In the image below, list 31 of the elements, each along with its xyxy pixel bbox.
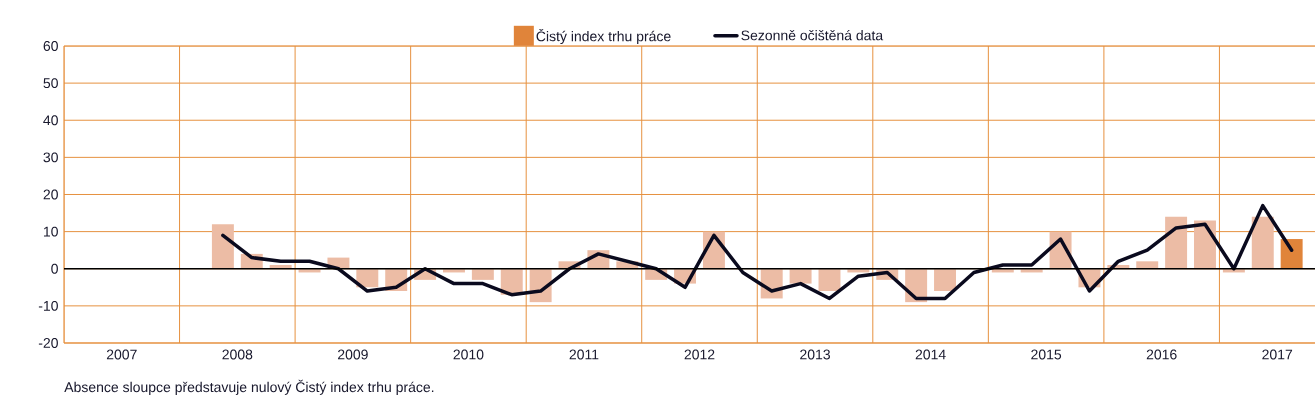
- bar: [1165, 216, 1188, 269]
- x-tick-label: 2012: [684, 349, 715, 360]
- x-tick-label: 2010: [453, 349, 484, 360]
- x-tick-label: 2015: [1031, 349, 1062, 360]
- bar: [1136, 261, 1159, 269]
- y-tick-label: 0: [51, 263, 58, 274]
- x-tick-label: 2011: [569, 349, 599, 360]
- y-tick-label: 10: [43, 226, 58, 237]
- bar: [471, 268, 494, 280]
- legend-label: Čistý index trhu práce: [536, 28, 671, 45]
- y-tick-label: -20: [38, 338, 58, 348]
- x-tick-label: 2007: [106, 349, 137, 360]
- y-tick-label: 60: [43, 41, 58, 51]
- bar: [211, 224, 234, 269]
- x-tick-label: 2014: [915, 349, 946, 360]
- x-tick-label: 2017: [1262, 349, 1293, 360]
- x-tick-label: 2009: [338, 349, 368, 360]
- x-tick-label: 2008: [222, 349, 253, 360]
- bar: [1280, 239, 1303, 269]
- y-tick-label: 20: [43, 189, 58, 200]
- y-tick-label: -10: [38, 300, 58, 311]
- text: Absence sloupce představuje nulový Čistý index trhu práce.: [64, 379, 434, 395]
- y-tick-label: 30: [43, 152, 58, 163]
- bar: [789, 268, 812, 284]
- x-tick-label: 2013: [800, 349, 830, 360]
- x-tick-label: 2016: [1146, 349, 1177, 360]
- y-tick-label: 40: [43, 115, 58, 126]
- y-tick-label: 50: [43, 78, 58, 89]
- bar: [934, 268, 956, 292]
- bar: [1251, 216, 1274, 269]
- legend-label: Sezonně očištěná data: [741, 29, 884, 41]
